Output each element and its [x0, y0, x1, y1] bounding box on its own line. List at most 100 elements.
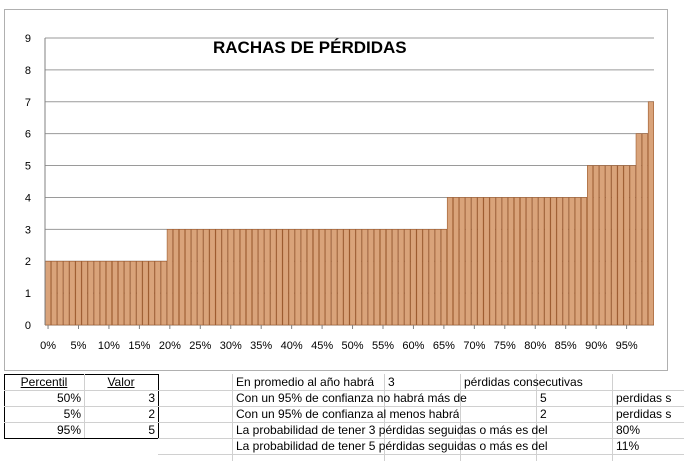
bar [325, 229, 332, 326]
x-tick-label: 45% [311, 340, 333, 352]
bar [434, 229, 441, 326]
bar [331, 229, 338, 326]
y-tick-label: 9 [25, 33, 31, 45]
bar [593, 165, 600, 326]
bar [465, 197, 472, 326]
y-tick-label: 5 [25, 161, 31, 173]
bar [209, 229, 216, 326]
bar [44, 260, 52, 326]
bar [282, 229, 289, 326]
bar [93, 260, 100, 326]
bar [416, 229, 423, 326]
bar [105, 260, 112, 326]
bar [99, 260, 106, 326]
bar [556, 197, 563, 326]
bar [623, 165, 630, 326]
bar [178, 229, 186, 326]
bar [599, 165, 606, 326]
bar [136, 260, 143, 326]
bar [440, 229, 447, 326]
bar [185, 229, 192, 326]
bar [513, 197, 521, 326]
y-tick-label: 1 [25, 288, 31, 300]
x-tick-label: 25% [189, 340, 211, 352]
bar [172, 229, 179, 326]
x-tick-label: 80% [524, 340, 546, 352]
stat-text: En promedio al año habrá [236, 375, 375, 389]
bar [392, 229, 399, 326]
bar [337, 229, 344, 326]
bar [124, 260, 131, 326]
stat-value: 5 [540, 391, 547, 405]
bar [605, 165, 612, 326]
bar [252, 229, 259, 326]
x-tick-label: 50% [342, 340, 364, 352]
bar [312, 229, 320, 326]
bar [51, 260, 58, 326]
bar [453, 197, 460, 326]
y-tick-label: 0 [25, 320, 31, 332]
bar [398, 229, 405, 326]
table-row-val: 5 [148, 423, 155, 437]
x-tick-label: 35% [250, 340, 272, 352]
bar [611, 165, 618, 326]
table-row-pct: 50% [56, 391, 81, 405]
stat-text: Con un 95% de confianza al menos habrá [236, 407, 460, 421]
bar [270, 229, 277, 326]
bar [428, 229, 435, 326]
bar [507, 197, 514, 326]
stat-suffix: perdidas s [616, 407, 672, 421]
x-tick-label: 85% [555, 340, 577, 352]
bar [264, 229, 271, 326]
bar [379, 229, 387, 326]
stat-value: 2 [540, 407, 547, 421]
chart-area: 0 1 2 3 4 5 6 7 8 9 0% 5% 10% 15% 20% 25% 30% 35% 40% 45% 50… [4, 9, 668, 371]
bar [57, 260, 64, 326]
x-tick-label: 5% [71, 340, 87, 352]
bar [386, 229, 393, 326]
bar [306, 229, 313, 326]
bar [568, 197, 575, 326]
bar [459, 197, 466, 326]
bar [562, 197, 569, 326]
bar [142, 260, 149, 326]
bar [538, 197, 545, 326]
bar [215, 229, 222, 326]
stat-suffix: 11% [616, 439, 640, 453]
bar [245, 229, 253, 326]
bar [87, 260, 94, 326]
bar [587, 165, 594, 326]
x-tick-label: 30% [220, 340, 242, 352]
bar [203, 229, 210, 326]
bar [629, 165, 636, 326]
bar [75, 260, 82, 326]
bar [477, 197, 484, 326]
stat-text: Con un 95% de confianza no habrá más de [236, 391, 467, 405]
bar [81, 260, 88, 326]
bar [166, 229, 173, 326]
bar [160, 260, 167, 326]
stat-suffix: pérdidas consecutivas [464, 375, 583, 389]
y-tick-label: 4 [25, 192, 31, 204]
y-tick-label: 3 [25, 224, 31, 236]
x-tick-label: 20% [159, 340, 181, 352]
stat-value: 3 [388, 375, 395, 389]
table-row-val: 3 [148, 391, 155, 405]
bar [294, 229, 301, 326]
bar [148, 260, 155, 326]
bar [197, 229, 204, 326]
bar [69, 260, 76, 326]
stat-text: La probabilidad de tener 5 pérdidas segu… [236, 439, 548, 453]
table-row-pct: 5% [63, 407, 81, 421]
x-tick-label: 70% [463, 340, 485, 352]
stat-text: La probabilidad de tener 3 pérdidas segu… [236, 423, 548, 437]
table-row-pct: 95% [56, 423, 81, 437]
bar [501, 197, 508, 326]
y-tick-label: 6 [25, 129, 31, 141]
bar [410, 229, 417, 326]
bar [446, 197, 454, 326]
bar [361, 229, 368, 326]
bar [154, 260, 161, 326]
x-tick-label: 65% [433, 340, 455, 352]
